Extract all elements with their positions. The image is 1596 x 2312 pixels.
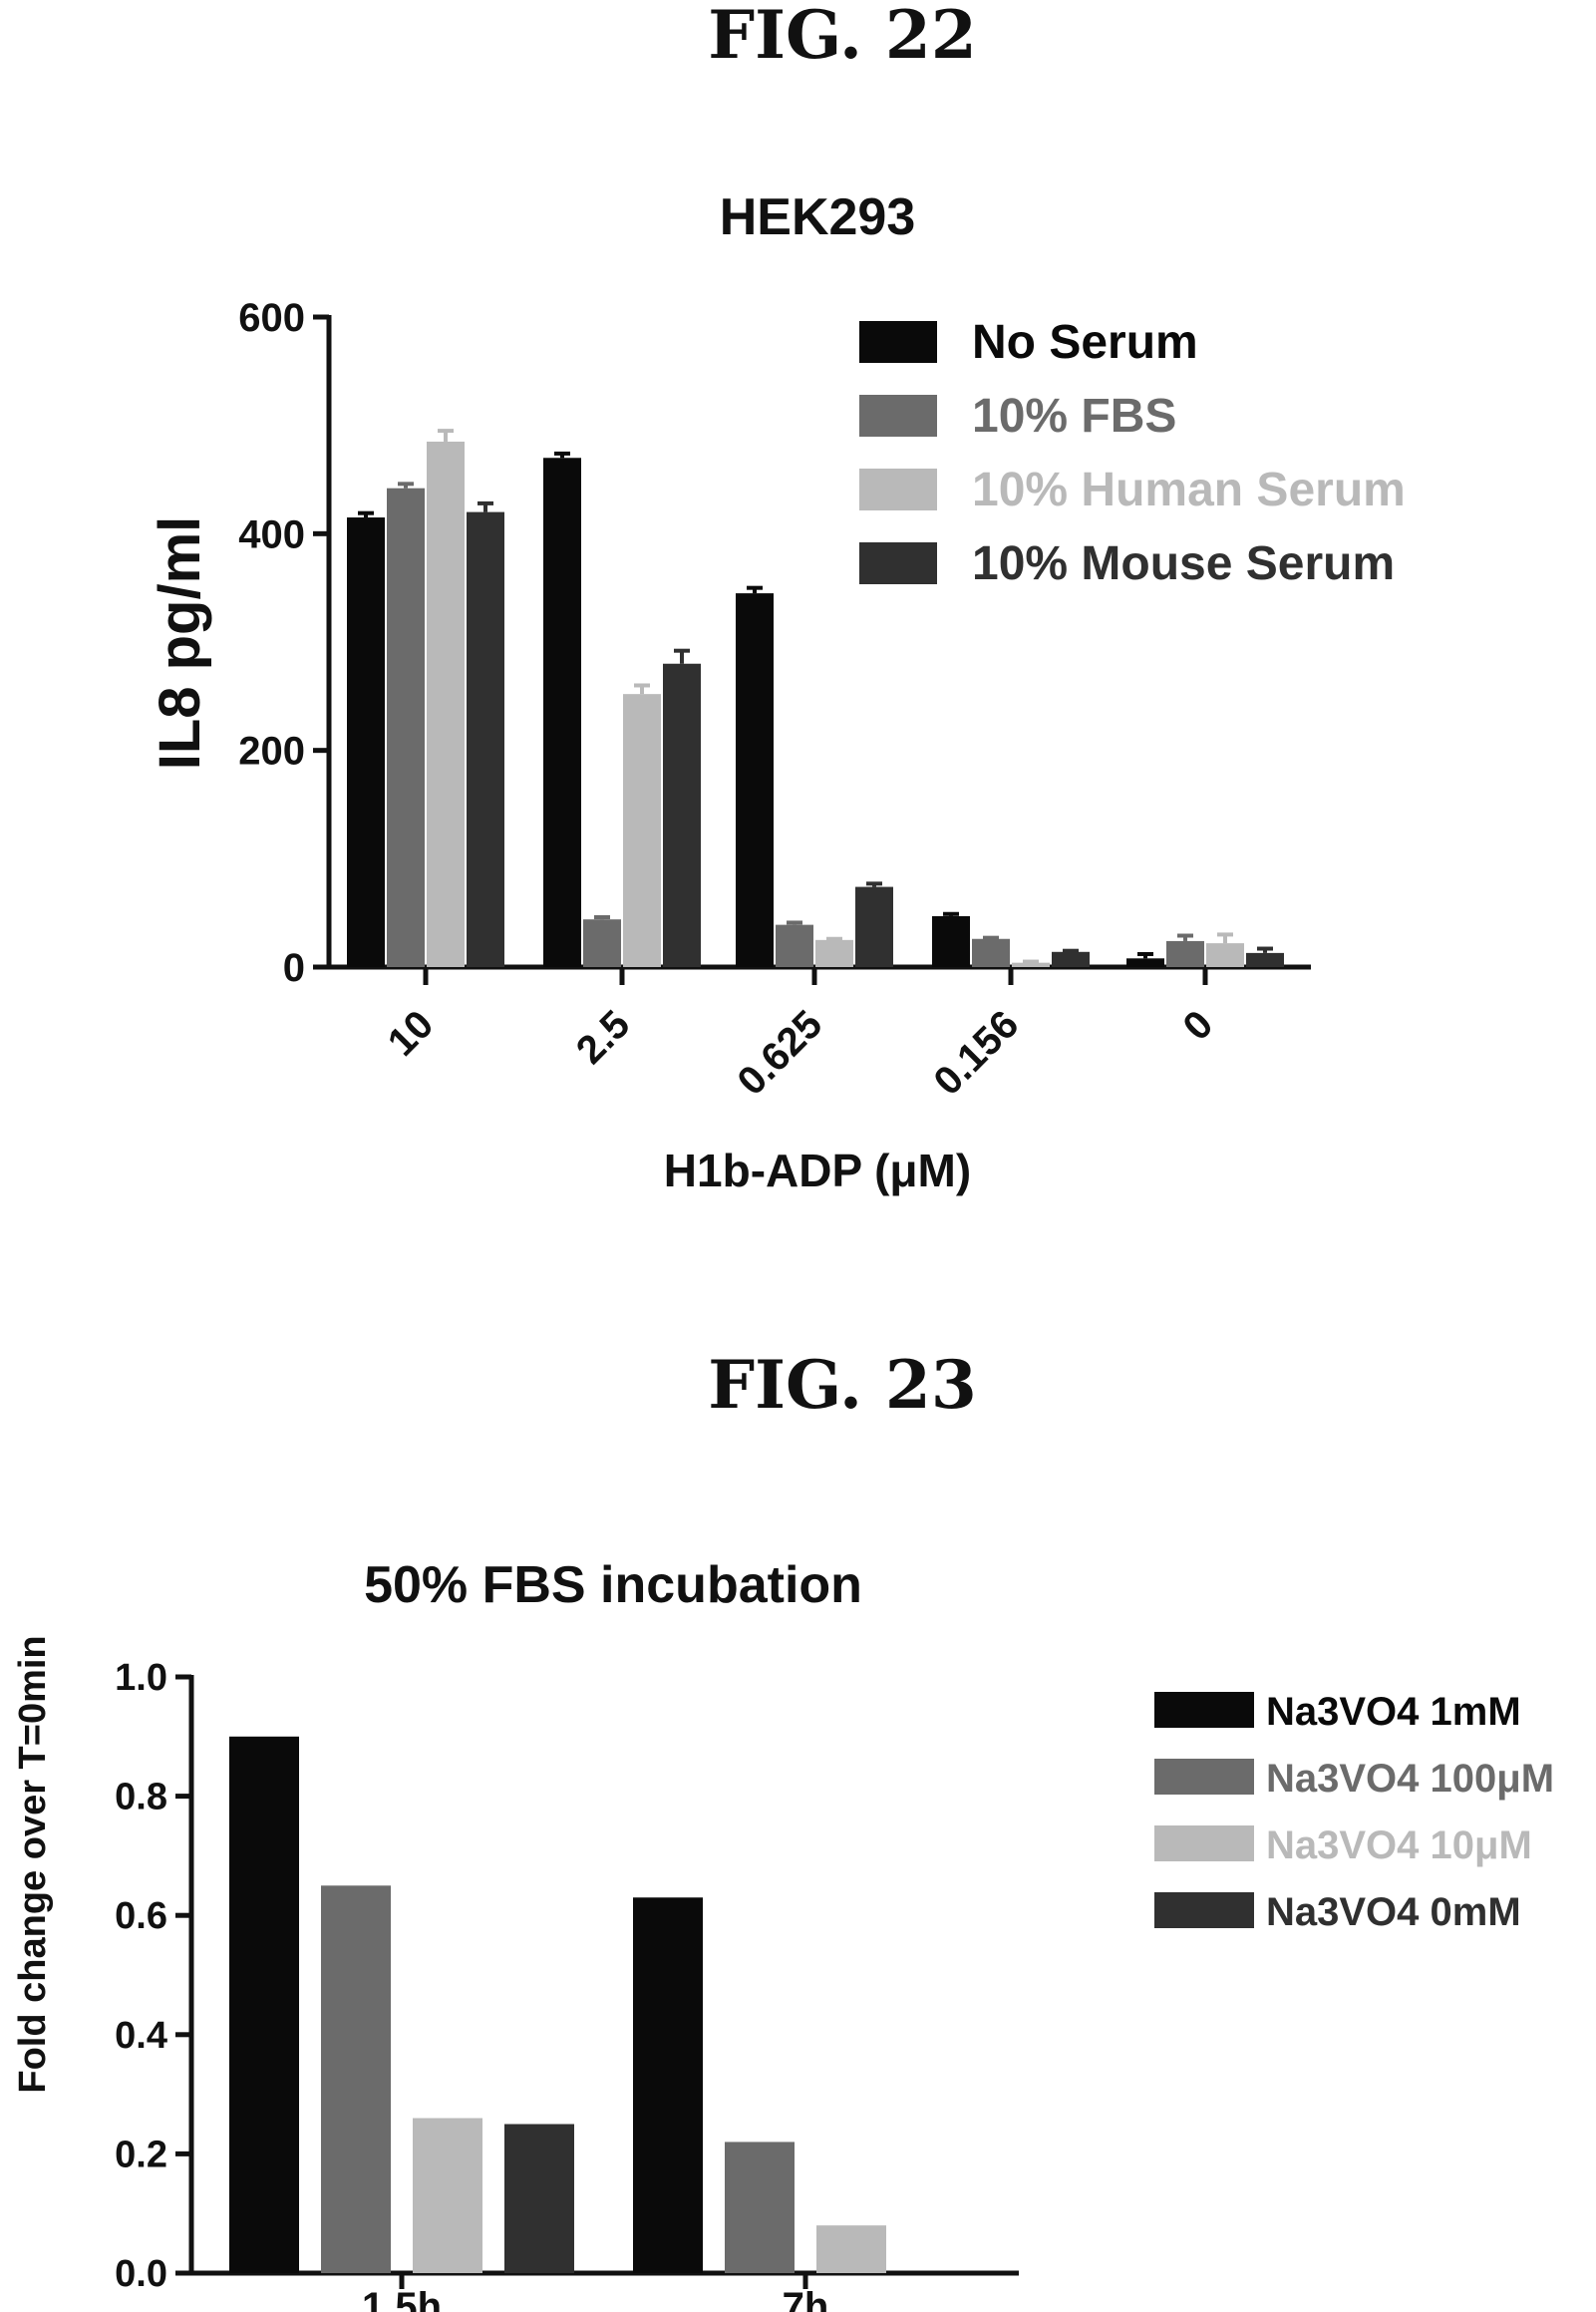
bar bbox=[816, 2225, 886, 2273]
x-tick-label: 0 bbox=[1175, 1002, 1222, 1049]
bar bbox=[1052, 951, 1090, 967]
bar bbox=[663, 663, 701, 967]
legend-swatch bbox=[859, 321, 937, 363]
bar bbox=[1206, 943, 1244, 967]
legend-swatch bbox=[859, 395, 937, 437]
chart-1-plot-area: 0 200 400 600 10 2.5 0.625 0.156 0 No Serum 10% FB… bbox=[238, 296, 1406, 1104]
chart-fbs-incubation: 50% FBS incubation Fold change over T=0m… bbox=[12, 1556, 1554, 2312]
chart-2-title: 50% FBS incubation bbox=[364, 1556, 862, 1614]
bar bbox=[1166, 940, 1204, 967]
legend-label: 10% Mouse Serum bbox=[972, 537, 1395, 590]
y-tick-label: 400 bbox=[238, 512, 305, 556]
y-tick-label: 0.0 bbox=[115, 2253, 167, 2295]
y-tick-label: 0.6 bbox=[115, 1895, 167, 1937]
y-tick-label: 0.8 bbox=[115, 1777, 167, 1818]
x-tick-label: 10 bbox=[380, 1002, 443, 1065]
y-tick-label: 0 bbox=[283, 946, 305, 990]
x-tick-label: 7h bbox=[783, 2285, 829, 2312]
bar bbox=[776, 924, 813, 967]
bar bbox=[623, 694, 661, 967]
x-tick-label: 0.625 bbox=[729, 1002, 830, 1104]
bar bbox=[387, 488, 425, 967]
fig-22-label: FIG. 22 bbox=[708, 0, 977, 74]
bar bbox=[467, 511, 504, 967]
bar bbox=[583, 919, 621, 967]
bar bbox=[1012, 962, 1050, 967]
bar bbox=[855, 886, 893, 967]
chart-il8-hek293: HEK293 IL8 pg/ml H1b-ADP (μM) 0 200 400 600… bbox=[148, 188, 1406, 1196]
legend-label: Na3VO4 100μM bbox=[1266, 1757, 1554, 1801]
bar bbox=[504, 2124, 574, 2273]
legend-label: Na3VO4 0mM bbox=[1266, 1890, 1521, 1934]
y-tick-label: 600 bbox=[238, 296, 305, 340]
bar bbox=[1126, 958, 1164, 967]
legend-label: No Serum bbox=[972, 316, 1198, 369]
legend-label: Na3VO4 1mM bbox=[1266, 1690, 1521, 1734]
bar bbox=[633, 1897, 703, 2273]
chart-2-plot-area: 0.0 0.2 0.4 0.6 0.8 1.0 1.5h 7h Na3VO4 1mM Na3VO4… bbox=[115, 1657, 1554, 2312]
chart-2-y-axis-title: Fold change over T=0min bbox=[12, 1635, 54, 2093]
bar bbox=[932, 915, 970, 967]
legend-swatch bbox=[1154, 1759, 1254, 1795]
legend-label: Na3VO4 10μM bbox=[1266, 1823, 1532, 1867]
chart-1-y-axis-title: IL8 pg/ml bbox=[148, 516, 212, 771]
y-tick-label: 0.2 bbox=[115, 2134, 167, 2175]
bar bbox=[229, 1736, 299, 2273]
bar bbox=[815, 939, 853, 967]
legend-swatch bbox=[1154, 1825, 1254, 1861]
legend-swatch bbox=[859, 542, 937, 584]
bar bbox=[543, 458, 581, 967]
x-tick-label: 1.5h bbox=[362, 2285, 442, 2312]
bar bbox=[347, 517, 385, 967]
bar bbox=[736, 593, 774, 967]
legend-label: 10% FBS bbox=[972, 390, 1176, 443]
chart-1-title: HEK293 bbox=[720, 188, 916, 246]
chart-1-x-axis-title: H1b-ADP (μM) bbox=[664, 1145, 971, 1196]
y-tick-label: 1.0 bbox=[115, 1657, 167, 1699]
legend-swatch bbox=[859, 469, 937, 510]
y-tick-label: 200 bbox=[238, 730, 305, 774]
legend-label: 10% Human Serum bbox=[972, 464, 1406, 516]
bar bbox=[1246, 952, 1284, 967]
bar bbox=[725, 2142, 795, 2273]
fig-23-label: FIG. 23 bbox=[708, 1346, 977, 1424]
bar bbox=[427, 441, 465, 967]
x-tick-label: 2.5 bbox=[568, 1002, 638, 1072]
x-tick-label: 0.156 bbox=[925, 1002, 1027, 1104]
bar bbox=[972, 938, 1010, 967]
bar bbox=[321, 1885, 391, 2273]
legend-swatch bbox=[1154, 1892, 1254, 1928]
legend-swatch bbox=[1154, 1692, 1254, 1728]
bar bbox=[413, 2118, 482, 2273]
y-tick-label: 0.4 bbox=[115, 2015, 167, 2057]
